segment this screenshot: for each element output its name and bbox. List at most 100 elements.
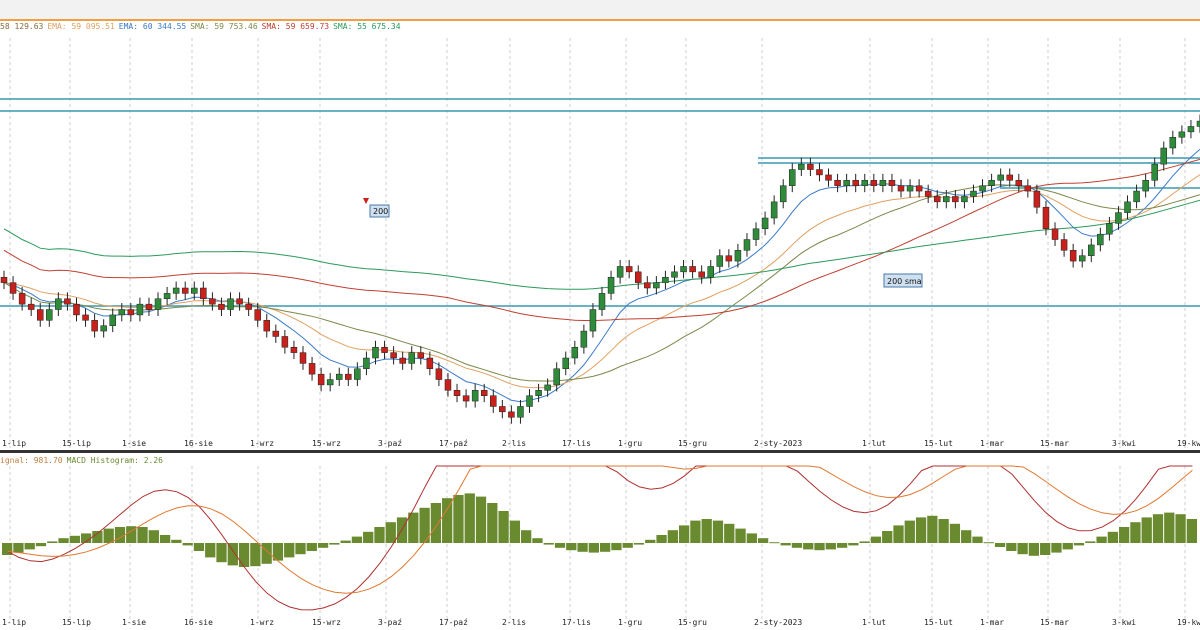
macd-histogram-bar bbox=[656, 535, 667, 543]
macd-histogram-bar bbox=[148, 530, 159, 543]
macd-histogram-bar bbox=[1062, 543, 1073, 550]
candle-body bbox=[227, 298, 234, 310]
candle-body bbox=[136, 303, 144, 316]
macd-histogram-bar bbox=[509, 520, 521, 543]
macd-histogram-bar bbox=[317, 543, 329, 548]
x-tick-label: 3-paź bbox=[378, 439, 402, 448]
macd-histogram-bar bbox=[769, 542, 780, 544]
candle-body bbox=[1160, 147, 1168, 165]
macd-histogram-bar bbox=[1028, 543, 1040, 556]
macd-histogram-bar bbox=[1152, 514, 1164, 543]
candle-body bbox=[1042, 206, 1050, 230]
x-tick-label: 1-mar bbox=[980, 618, 1004, 627]
macd-histogram-bar bbox=[13, 543, 24, 553]
candle-body bbox=[852, 180, 859, 186]
window-top-bar bbox=[0, 0, 1200, 21]
x-tick-label: 15-wrz bbox=[312, 618, 341, 627]
candle-body bbox=[589, 309, 597, 332]
candle-body bbox=[0, 276, 8, 283]
macd-histogram-bar bbox=[295, 543, 306, 555]
macd-histogram-bar bbox=[261, 543, 272, 564]
candle-body bbox=[245, 303, 252, 310]
candle-body bbox=[1106, 223, 1113, 235]
x-tick-label: 15-wrz bbox=[312, 439, 341, 448]
macd-legend-item-1: MACD Histogram: 2.26 bbox=[66, 456, 163, 465]
candle-body bbox=[725, 255, 733, 262]
macd-histogram-bar bbox=[1107, 531, 1119, 543]
macd-histogram-bar bbox=[949, 523, 961, 543]
macd-histogram-bar bbox=[803, 543, 814, 550]
x-tick-label: 15-lut bbox=[924, 439, 953, 448]
candle-body bbox=[879, 180, 887, 186]
candle-body bbox=[634, 271, 642, 283]
candle-body bbox=[662, 276, 669, 283]
x-tick-label: 17-lis bbox=[562, 439, 591, 448]
candle-body bbox=[897, 185, 905, 192]
macd-histogram-bar bbox=[893, 525, 904, 543]
candle-body bbox=[1151, 163, 1158, 181]
x-tick-label: 1-lip bbox=[2, 618, 26, 627]
macd-histogram-bar bbox=[1040, 543, 1051, 555]
macd-histogram-bar bbox=[1073, 543, 1085, 546]
moving-average-line bbox=[3, 184, 1200, 382]
candle-body bbox=[399, 357, 406, 364]
candle-body bbox=[535, 390, 542, 396]
candle-body bbox=[154, 298, 162, 310]
x-tick-label: 15-lip bbox=[62, 618, 91, 627]
macd-histogram-bar bbox=[284, 543, 295, 558]
candle-body bbox=[888, 180, 896, 186]
candle-body bbox=[299, 352, 307, 364]
macd-legend: ignal: 981.70 MACD Histogram: 2.26 bbox=[0, 456, 167, 468]
candle-body bbox=[544, 384, 551, 391]
macd-histogram-bar bbox=[306, 543, 317, 551]
candle-body bbox=[616, 266, 624, 278]
macd-histogram-bar bbox=[724, 523, 735, 543]
candle-body bbox=[644, 282, 651, 289]
candle-body bbox=[779, 185, 787, 203]
x-tick-label: 19-kwi bbox=[1177, 618, 1200, 627]
macd-histogram-bar bbox=[475, 496, 487, 543]
x-tick-label: 15-lip bbox=[62, 439, 91, 448]
macd-legend-item-0: ignal: 981.70 bbox=[0, 456, 63, 465]
x-tick-label: 15-lut bbox=[924, 618, 953, 627]
moving-average-line bbox=[3, 148, 1200, 403]
candle-body bbox=[109, 314, 116, 326]
candle-body bbox=[716, 255, 724, 267]
macd-histogram-bar bbox=[171, 539, 182, 543]
macd-histogram-bar bbox=[24, 543, 35, 550]
x-tick-label: 1-lut bbox=[862, 618, 886, 627]
macd-histogram-bar bbox=[351, 536, 363, 543]
macd-histogram-bar bbox=[205, 543, 216, 558]
candle-body bbox=[1124, 201, 1131, 213]
x-tick-label: 2-sty-2023 bbox=[754, 618, 802, 627]
candle-body bbox=[46, 309, 53, 321]
candle-body bbox=[825, 174, 832, 181]
macd-histogram-bar bbox=[836, 543, 848, 548]
macd-histogram-bar bbox=[712, 520, 724, 543]
candle-body bbox=[272, 330, 280, 337]
candle-body bbox=[526, 395, 533, 407]
macd-histogram-bar bbox=[1051, 543, 1062, 553]
x-tick-label: 17-paź bbox=[439, 618, 468, 627]
candle-body bbox=[571, 346, 579, 359]
macd-histogram-bar bbox=[1164, 512, 1175, 543]
candle-body bbox=[480, 390, 488, 396]
macd-line bbox=[7, 465, 1193, 611]
macd-histogram-bar bbox=[1141, 517, 1152, 543]
macd-histogram-bar bbox=[543, 543, 554, 545]
candle-body bbox=[254, 309, 261, 321]
macd-histogram-bar bbox=[464, 493, 475, 543]
macd-histogram-bar bbox=[577, 543, 588, 552]
macd-histogram-bar bbox=[882, 531, 893, 543]
candle-body bbox=[462, 395, 470, 402]
candle-body bbox=[390, 352, 397, 359]
candle-body bbox=[671, 271, 678, 278]
macd-histogram-bar bbox=[1017, 543, 1028, 555]
macd-histogram-bar bbox=[1175, 514, 1186, 543]
candle-body bbox=[789, 169, 796, 186]
macd-histogram-bar bbox=[430, 503, 442, 543]
macd-histogram-bar bbox=[182, 543, 193, 546]
candle-body bbox=[499, 406, 506, 413]
candle-body bbox=[843, 180, 850, 186]
